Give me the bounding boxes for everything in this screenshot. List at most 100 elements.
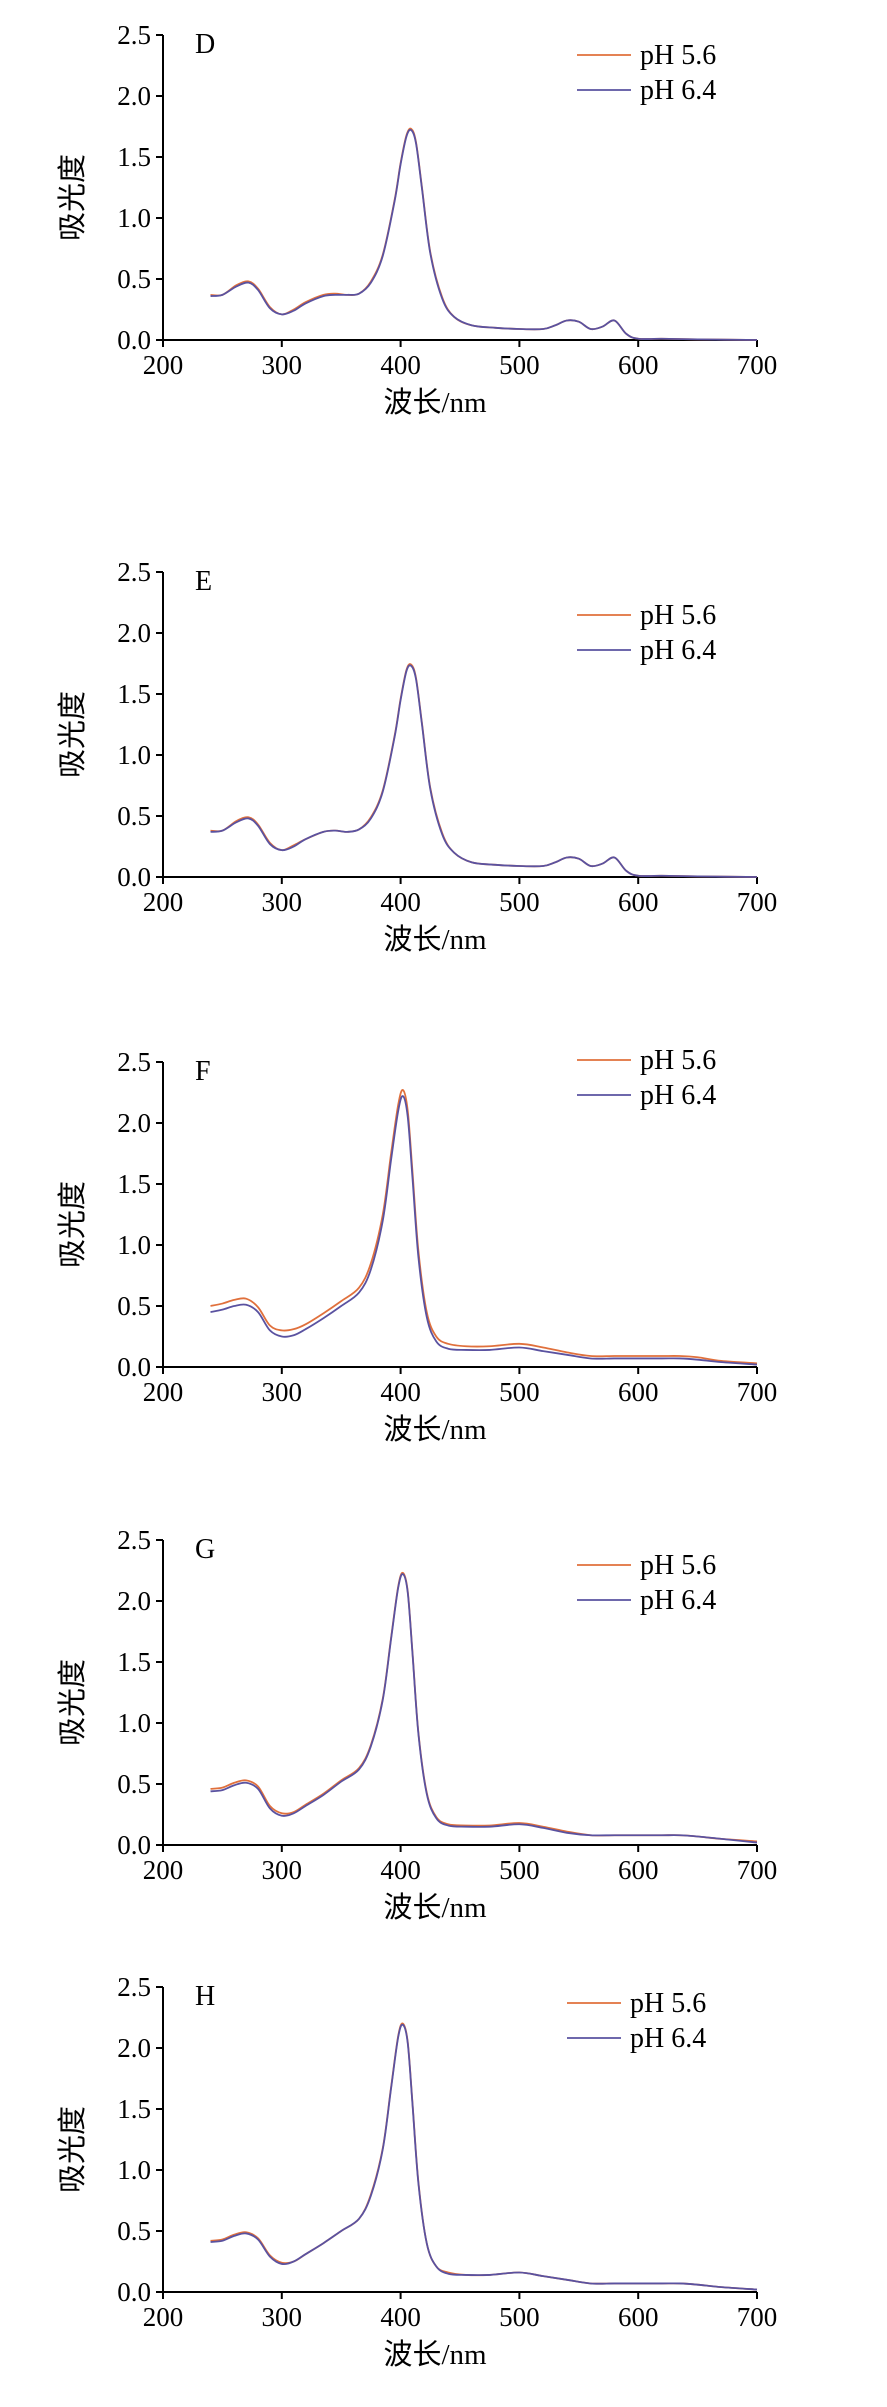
y-tick-label: 1.0 xyxy=(117,740,151,770)
x-tick-label: 500 xyxy=(499,1855,540,1885)
x-tick-label: 400 xyxy=(380,1855,421,1885)
legend: pH 5.6 pH 6.4 xyxy=(577,1550,716,1616)
x-tick-label: 500 xyxy=(499,1377,540,1407)
y-axis-title: 吸光度 xyxy=(56,1181,89,1268)
legend: pH 5.6 pH 6.4 xyxy=(577,40,716,106)
y-tick-label: 2.5 xyxy=(117,557,151,587)
x-tick-label: 600 xyxy=(618,887,659,917)
legend-entry: pH 6.4 xyxy=(630,2023,706,2054)
series-line-ph-56 xyxy=(210,663,758,878)
x-tick-label: 600 xyxy=(618,1377,659,1407)
legend: pH 5.6 pH 6.4 xyxy=(567,1988,706,2054)
y-tick-label: 1.0 xyxy=(117,1708,151,1738)
x-tick-label: 200 xyxy=(143,887,184,917)
y-tick-label: 1.5 xyxy=(117,1647,151,1677)
x-axis-title: 波长/nm xyxy=(383,923,487,956)
x-axis-title: 波长/nm xyxy=(383,1891,487,1924)
panel-label: E xyxy=(195,566,212,597)
chart-panel-e: 200 300 400 500 600 700 0.0 0.5 1.0 1.5 2.0 2.5 波长/n… xyxy=(56,557,777,956)
x-tick-label: 400 xyxy=(380,887,421,917)
y-tick-label: 0.0 xyxy=(117,2277,151,2307)
y-tick-label: 1.0 xyxy=(117,2155,151,2185)
legend-entry: pH 6.4 xyxy=(640,635,716,666)
x-tick-label: 500 xyxy=(499,350,540,380)
x-axis-title: 波长/nm xyxy=(383,2338,487,2371)
x-tick-label: 700 xyxy=(737,350,778,380)
x-tick-label: 300 xyxy=(262,1377,303,1407)
x-tick-label: 300 xyxy=(262,350,303,380)
y-tick-label: 1.5 xyxy=(117,142,151,172)
legend-entry: pH 5.6 xyxy=(630,1988,706,2019)
legend: pH 5.6 pH 6.4 xyxy=(577,600,716,666)
x-tick-label: 300 xyxy=(262,887,303,917)
legend-entry: pH 5.6 xyxy=(640,40,716,71)
y-tick-label: 2.5 xyxy=(117,1525,151,1555)
x-tick-label: 400 xyxy=(380,1377,421,1407)
y-axis-title: 吸光度 xyxy=(56,691,89,778)
legend-entry: pH 6.4 xyxy=(640,1080,716,1111)
y-tick-label: 0.5 xyxy=(117,801,151,831)
series-line-ph-64 xyxy=(210,1573,758,1844)
y-tick-label: 2.0 xyxy=(117,2033,151,2063)
legend: pH 5.6 pH 6.4 xyxy=(577,1045,716,1111)
x-tick-label: 500 xyxy=(499,2302,540,2332)
legend-entry: pH 5.6 xyxy=(640,1550,716,1581)
y-tick-label: 2.0 xyxy=(117,618,151,648)
x-tick-label: 600 xyxy=(618,350,659,380)
x-tick-label: 200 xyxy=(143,2302,184,2332)
x-tick-label: 400 xyxy=(380,2302,421,2332)
y-tick-label: 0.0 xyxy=(117,1830,151,1860)
x-tick-label: 600 xyxy=(618,2302,659,2332)
legend-entry: pH 5.6 xyxy=(640,600,716,631)
x-tick-label: 200 xyxy=(143,350,184,380)
y-tick-label: 1.0 xyxy=(117,203,151,233)
y-tick-label: 2.5 xyxy=(117,20,151,50)
y-tick-label: 2.0 xyxy=(117,81,151,111)
series-line-ph-64 xyxy=(210,1095,758,1366)
legend-entry: pH 5.6 xyxy=(640,1045,716,1076)
x-tick-label: 200 xyxy=(143,1377,184,1407)
x-tick-label: 500 xyxy=(499,887,540,917)
x-tick-label: 200 xyxy=(143,1855,184,1885)
series-line-ph-56 xyxy=(210,127,758,341)
legend-entry: pH 6.4 xyxy=(640,1585,716,1616)
y-tick-label: 2.0 xyxy=(117,1586,151,1616)
y-tick-label: 2.0 xyxy=(117,1108,151,1138)
y-axis-title: 吸光度 xyxy=(56,2106,89,2193)
y-axis-title: 吸光度 xyxy=(56,154,89,241)
x-tick-label: 300 xyxy=(262,1855,303,1885)
series-line-ph-56 xyxy=(210,2022,758,2291)
y-tick-label: 0.5 xyxy=(117,2216,151,2246)
chart-panel-h: 200 300 400 500 600 700 0.0 0.5 1.0 1.5 2.0 2.5 波长/n… xyxy=(56,1972,777,2371)
panel-label: G xyxy=(195,1534,215,1565)
y-tick-label: 0.0 xyxy=(117,862,151,892)
y-tick-label: 0.5 xyxy=(117,1291,151,1321)
x-tick-label: 700 xyxy=(737,1377,778,1407)
series-line-ph-64 xyxy=(210,128,758,341)
x-axis-title: 波长/nm xyxy=(383,1413,487,1446)
series-line-ph-64 xyxy=(210,664,758,878)
chart-panel-f: 200 300 400 500 600 700 0.0 0.5 1.0 1.5 2.0 2.5 波长/n… xyxy=(56,1045,777,1446)
y-tick-label: 2.5 xyxy=(117,1972,151,2002)
y-tick-label: 0.0 xyxy=(117,1352,151,1382)
y-tick-label: 1.0 xyxy=(117,1230,151,1260)
chart-panel-d: 200 300 400 500 600 700 0.0 0.5 1.0 1.5 2.0 2.5 波长/n… xyxy=(56,20,777,419)
series-line-ph-64 xyxy=(210,2023,758,2291)
y-tick-label: 1.5 xyxy=(117,2094,151,2124)
panel-label: H xyxy=(195,1981,215,2012)
x-tick-label: 400 xyxy=(380,350,421,380)
panel-label: F xyxy=(195,1056,211,1087)
x-tick-label: 300 xyxy=(262,2302,303,2332)
y-tick-label: 0.0 xyxy=(117,325,151,355)
legend-entry: pH 6.4 xyxy=(640,75,716,106)
chart-panel-g: 200 300 400 500 600 700 0.0 0.5 1.0 1.5 2.0 2.5 波长/n… xyxy=(56,1525,777,1924)
panel-label: D xyxy=(195,29,215,60)
y-tick-label: 0.5 xyxy=(117,1769,151,1799)
y-tick-label: 1.5 xyxy=(117,1169,151,1199)
x-axis-title: 波长/nm xyxy=(383,386,487,419)
x-tick-label: 700 xyxy=(737,887,778,917)
y-axis-title: 吸光度 xyxy=(56,1659,89,1746)
x-tick-label: 600 xyxy=(618,1855,659,1885)
